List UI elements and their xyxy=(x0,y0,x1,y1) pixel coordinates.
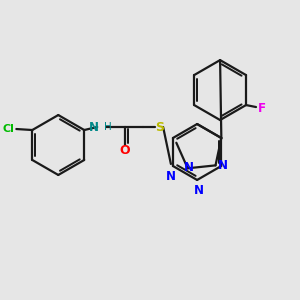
Text: N: N xyxy=(166,170,176,183)
Text: N: N xyxy=(194,184,204,197)
Text: N: N xyxy=(89,121,99,134)
Text: N: N xyxy=(218,159,227,172)
Text: S: S xyxy=(154,121,164,134)
Text: O: O xyxy=(120,145,130,158)
Text: Cl: Cl xyxy=(2,124,14,134)
Text: F: F xyxy=(258,101,266,115)
Text: H: H xyxy=(104,122,112,132)
Text: N: N xyxy=(184,161,194,174)
